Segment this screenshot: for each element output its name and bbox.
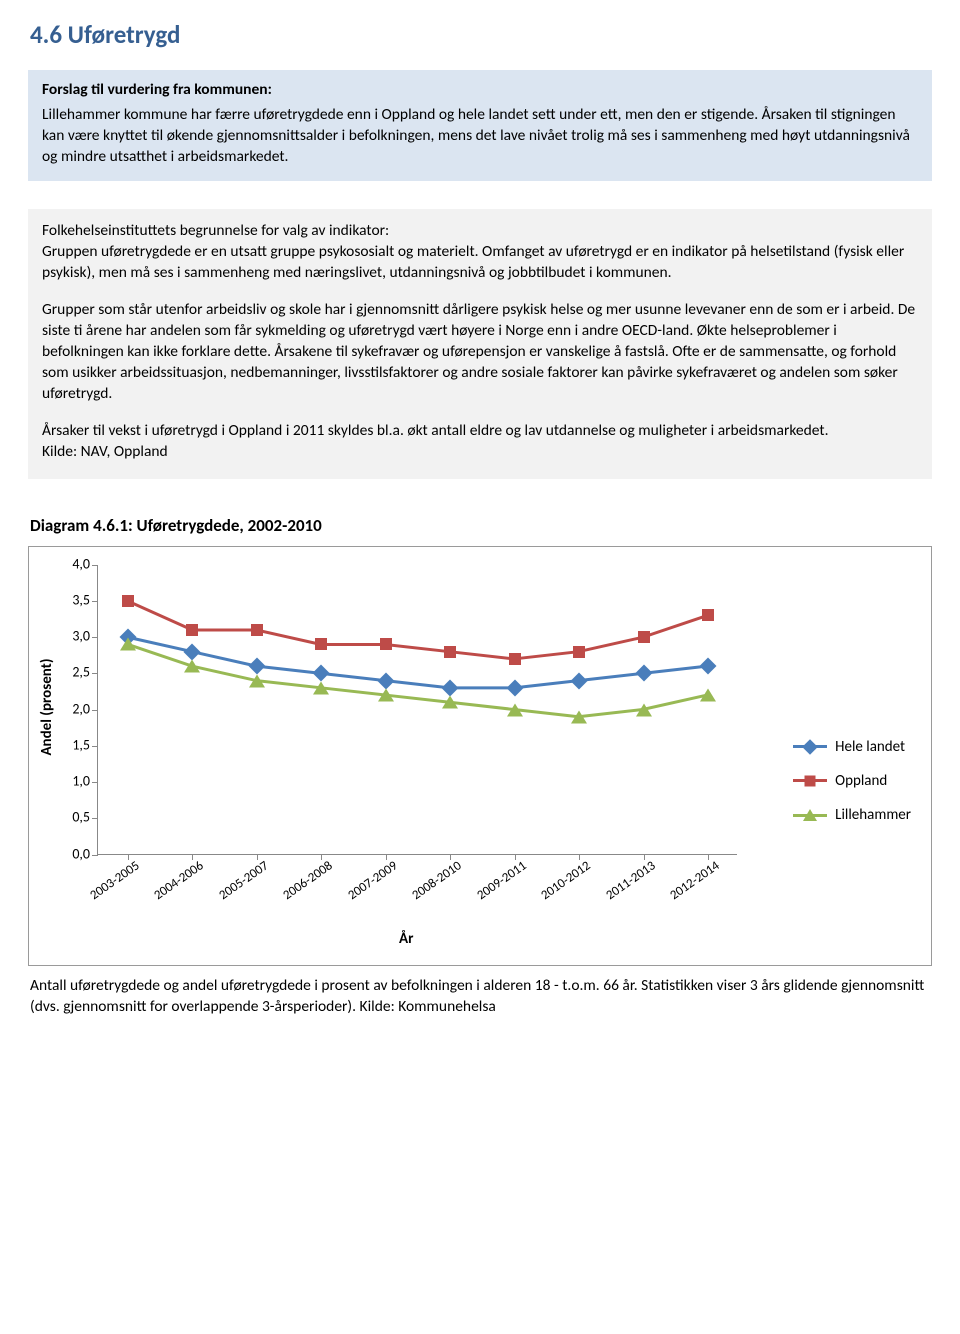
data-marker [702,609,714,621]
data-marker [186,624,198,636]
data-marker [573,646,585,658]
data-marker [315,638,327,650]
proposal-box: Forslag til vurdering fra kommunen: Lill… [28,70,932,182]
y-axis-label: Andel (prosent) [37,658,57,755]
data-marker [122,595,134,607]
data-marker [249,674,265,687]
data-marker [442,696,458,709]
rationale-p2: Grupper som står utenfor arbeidsliv og s… [42,300,918,405]
legend-label: Lillehammer [835,805,911,825]
chart-footnote: Antall uføretrygdede og andel uføretrygd… [30,976,930,1018]
data-marker [638,631,650,643]
proposal-body: Lillehammer kommune har færre uføretrygd… [42,105,918,168]
data-marker [700,689,716,702]
rationale-p1: Folkehelseinstituttets begrunnelse for v… [42,221,918,284]
rationale-box: Folkehelseinstituttets begrunnelse for v… [28,209,932,478]
data-marker [636,703,652,716]
data-marker [251,624,263,636]
chart-plot-area: 0,00,51,01,52,02,53,03,54,02003-20052004… [97,565,737,855]
chart-title: Diagram 4.6.1: Uføretrygdede, 2002-2010 [30,515,932,538]
x-axis-label: År [399,929,413,949]
data-marker [507,703,523,716]
legend-item: Lillehammer [793,805,911,825]
chart-container: Andel (prosent) År 0,00,51,01,52,02,53,0… [28,546,932,966]
data-marker [444,646,456,658]
legend-label: Oppland [835,771,887,791]
data-marker [380,638,392,650]
data-marker [313,681,329,694]
data-marker [571,710,587,723]
legend-label: Hele landet [835,737,905,757]
legend-item: Hele landet [793,737,911,757]
legend-item: Oppland [793,771,911,791]
rationale-p3: Årsaker til vekst i uføretrygd i Oppland… [42,421,918,463]
proposal-lead: Forslag til vurdering fra kommunen: [42,80,918,101]
data-marker [378,689,394,702]
data-marker [184,660,200,673]
chart-legend: Hele landet Oppland Lillehammer [793,737,911,840]
section-heading: 4.6 Uføretrygd [30,18,932,52]
data-marker [120,638,136,651]
data-marker [509,653,521,665]
